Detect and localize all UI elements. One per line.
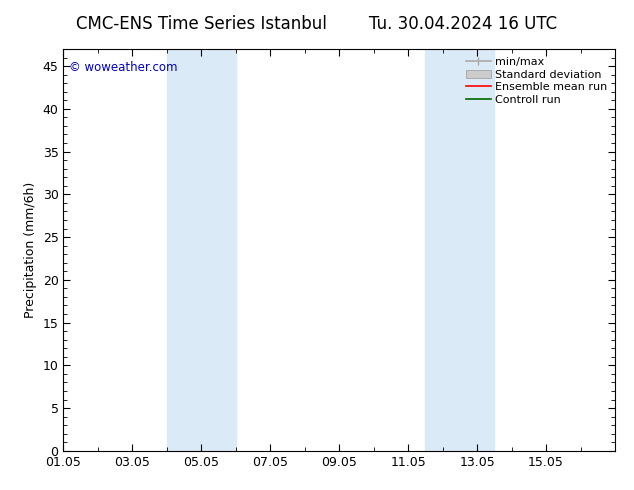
Legend: min/max, Standard deviation, Ensemble mean run, Controll run: min/max, Standard deviation, Ensemble me… [464, 54, 609, 107]
Bar [425, 49, 495, 451]
Text: CMC-ENS Time Series Istanbul        Tu. 30.04.2024 16 UTC: CMC-ENS Time Series Istanbul Tu. 30.04.2… [77, 15, 557, 33]
Text: © woweather.com: © woweather.com [69, 61, 178, 74]
Y-axis label: Precipitation (mm/6h): Precipitation (mm/6h) [24, 182, 37, 318]
Bar [167, 49, 236, 451]
